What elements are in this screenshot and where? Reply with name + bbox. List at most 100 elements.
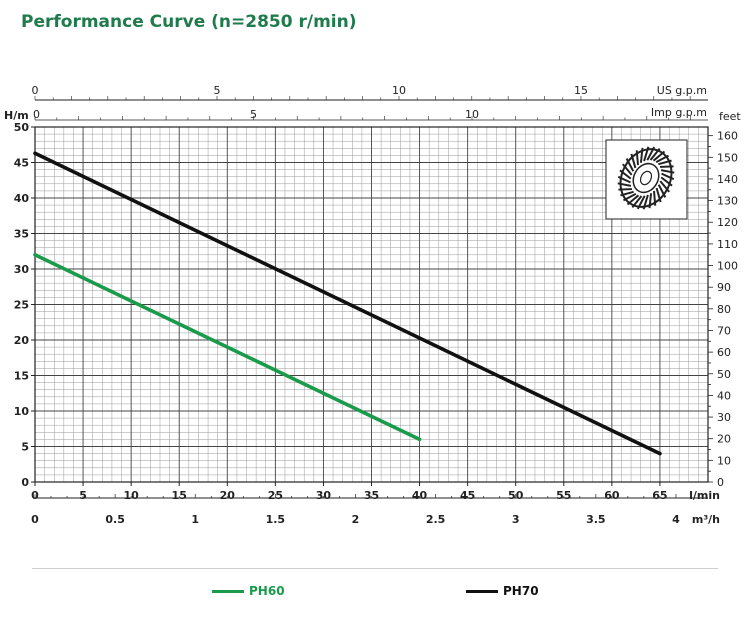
legend-label-ph70: PH70 (503, 584, 539, 598)
usgpm-tick-label: 5 (213, 84, 220, 97)
feet-tick-label: 0 (717, 476, 724, 489)
impeller-blade (653, 190, 657, 206)
y-tick-label: 0 (21, 476, 29, 489)
x-tick-label: 40 (412, 489, 428, 502)
feet-tick-label: 110 (717, 238, 738, 251)
feet-tick-label: 80 (717, 303, 731, 316)
feet-tick-label: 120 (717, 216, 738, 229)
feet-axis-label: feet (719, 110, 741, 123)
y-tick-label: 20 (14, 334, 30, 347)
feet-tick-label: 160 (717, 130, 738, 143)
x-tick-label: 30 (316, 489, 332, 502)
y-tick-label: 10 (14, 405, 30, 418)
impeller-blade (643, 146, 650, 162)
impeller-blade (617, 182, 632, 187)
x-tick-label: 20 (220, 489, 236, 502)
feet-tick-label: 140 (717, 173, 738, 186)
m3h-tick-label: 1.5 (266, 513, 286, 526)
impeller-bore (639, 170, 653, 186)
feet-tick-label: 130 (717, 195, 738, 208)
x-tick-label: 15 (172, 489, 187, 502)
y-tick-label: 45 (14, 157, 29, 170)
m3h-tick-label: 3.5 (586, 513, 606, 526)
impeller-blade (636, 195, 646, 210)
m3h-tick-label: 3 (512, 513, 520, 526)
impeller-blade (660, 165, 674, 168)
impeller-blade (660, 169, 675, 174)
impeller-blade (642, 194, 649, 210)
series-line-ph60 (33, 253, 422, 442)
legend-label-ph60: PH60 (249, 584, 285, 598)
feet-tick-label: 150 (717, 151, 738, 164)
impeller-blade (617, 175, 631, 184)
x-tick-label: 10 (123, 489, 139, 502)
feet-tick-label: 100 (717, 260, 738, 273)
legend-divider (32, 568, 718, 569)
impeller-blade (661, 172, 675, 181)
axes (31, 96, 713, 499)
legend-item-ph70: PH70 (466, 583, 539, 599)
feet-tick-label: 30 (717, 411, 731, 424)
feet-tick-label: 60 (717, 346, 731, 359)
x-axis-label: l/min (689, 489, 720, 502)
impeller-blade (618, 188, 632, 191)
y-tick-label: 5 (21, 441, 29, 454)
x-tick-label: 55 (556, 489, 571, 502)
m3h-tick-label: 4 (672, 513, 680, 526)
impeller-blade (659, 180, 670, 193)
x-tick-label: 65 (652, 489, 667, 502)
impeller-icon (605, 139, 688, 220)
x-tick-label: 0 (31, 489, 39, 502)
feet-tick-label: 40 (717, 389, 731, 402)
m3h-tick-label: 0 (31, 513, 39, 526)
impeller-blade (630, 153, 637, 169)
chart-title: Performance Curve (n=2850 r/min) (21, 12, 357, 32)
impeller-blade (648, 193, 653, 209)
x-tick-label: 50 (508, 489, 524, 502)
impgpm-tick-label: 10 (465, 108, 479, 121)
legend-item-ph60: PH60 (212, 583, 285, 599)
impeller-blade (660, 176, 673, 187)
feet-tick-label: 50 (717, 368, 731, 381)
impeller-blade (652, 150, 666, 162)
usgpm-axis-label: US g.p.m (657, 84, 707, 97)
legend-swatch-ph60 (212, 589, 244, 593)
series-line-ph70 (33, 151, 662, 456)
x-tick-label: 60 (604, 489, 620, 502)
impeller-blade (655, 154, 670, 163)
impeller-blade (631, 195, 643, 208)
x-tick-label: 35 (364, 489, 379, 502)
legend-swatch-ph70 (466, 589, 498, 593)
m3h-tick-label: 2.5 (426, 513, 446, 526)
y-tick-label: 30 (14, 263, 30, 276)
impeller-blade (657, 184, 667, 198)
m3h-tick-label: 0.5 (105, 513, 125, 526)
y-tick-label: 40 (14, 192, 30, 205)
impeller-blade (619, 169, 632, 180)
feet-tick-label: 10 (717, 454, 731, 467)
x-tick-label: 5 (79, 489, 87, 502)
impgpm-tick-label: 5 (250, 108, 257, 121)
y-tick-label: 25 (14, 299, 29, 312)
feet-tick-label: 70 (717, 324, 731, 337)
y-tick-label: 15 (14, 370, 29, 383)
series-layer (33, 151, 662, 456)
impeller-blade (646, 146, 656, 161)
x-tick-label: 45 (460, 489, 475, 502)
impeller-blade (658, 159, 672, 166)
usgpm-tick-label: 0 (32, 84, 39, 97)
usgpm-tick-label: 15 (574, 84, 588, 97)
y-tick-label: 35 (14, 228, 29, 241)
impeller-blade (620, 190, 634, 197)
impeller-blade (655, 187, 662, 203)
feet-tick-label: 90 (717, 281, 731, 294)
m3h-tick-label: 1 (191, 513, 199, 526)
impeller-blade (635, 150, 639, 166)
impeller-blade (622, 193, 637, 202)
y-tick-label: 50 (14, 121, 30, 134)
m3h-axis-label: m³/h (692, 513, 720, 526)
impgpm-axis-label: Imp g.p.m (651, 106, 707, 119)
usgpm-tick-label: 10 (392, 84, 406, 97)
